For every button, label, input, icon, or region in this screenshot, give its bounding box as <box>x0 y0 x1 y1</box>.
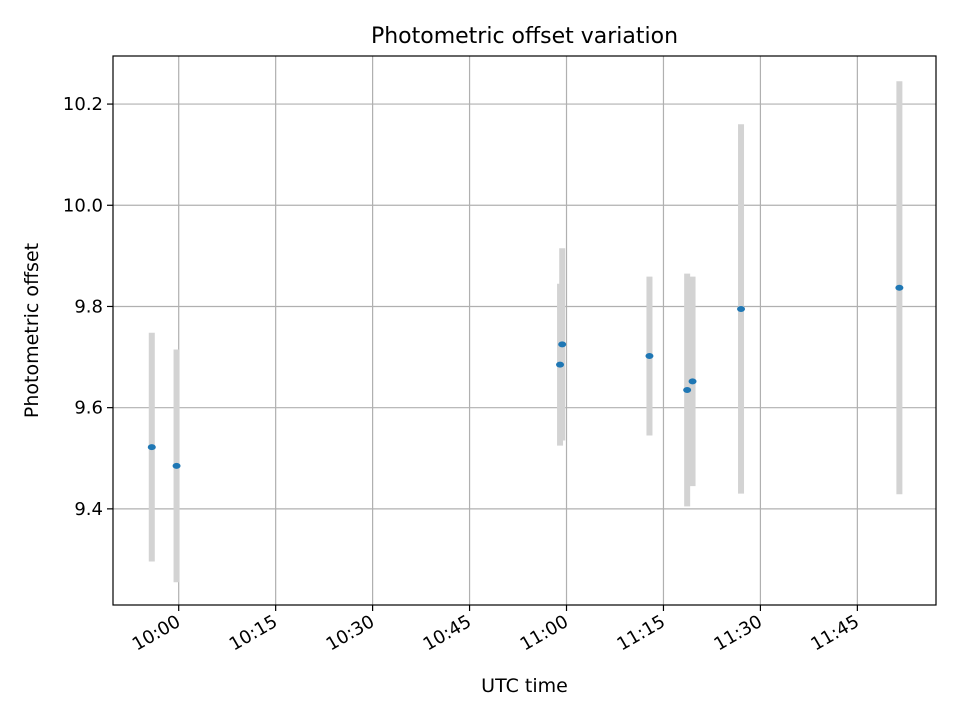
data-point <box>556 361 565 368</box>
y-axis-ticks: 9.4 9.6 9.8 10.0 10.2 <box>63 94 113 520</box>
data-point <box>558 341 567 348</box>
y-tick-label: 9.6 <box>74 398 103 419</box>
data-point <box>737 305 746 312</box>
data-point <box>683 386 692 393</box>
data-point <box>688 378 697 385</box>
chart-title: Photometric offset variation <box>371 24 678 49</box>
y-tick-label: 9.4 <box>74 499 103 520</box>
plot-frame <box>112 55 937 606</box>
y-tick-label: 9.8 <box>74 296 103 317</box>
y-tick-label: 10.0 <box>63 195 103 216</box>
data-point <box>645 353 654 360</box>
grid-lines <box>113 56 936 605</box>
data-point <box>147 444 156 451</box>
x-axis-label: UTC time <box>481 675 568 697</box>
data-points <box>147 284 904 469</box>
data-point <box>172 462 181 469</box>
data-point <box>895 284 904 291</box>
y-axis-label: Photometric offset <box>21 243 43 418</box>
y-tick-label: 10.2 <box>63 94 103 115</box>
